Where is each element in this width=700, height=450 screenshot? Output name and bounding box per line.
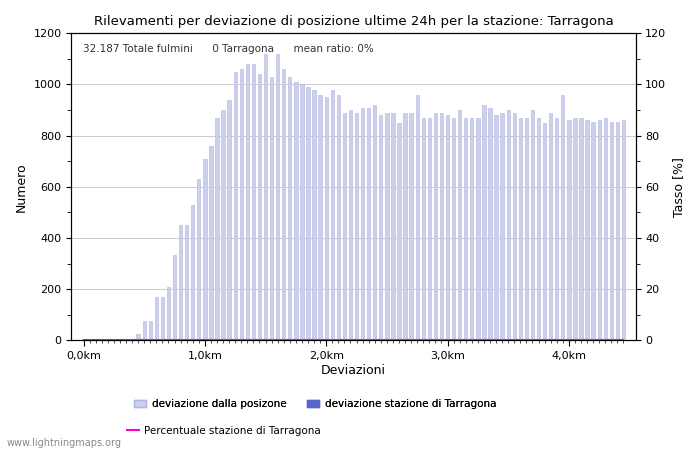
Bar bbox=[185, 225, 188, 340]
Bar bbox=[500, 112, 504, 340]
Bar bbox=[458, 110, 461, 340]
Bar bbox=[603, 118, 607, 340]
Bar bbox=[549, 112, 552, 340]
Bar bbox=[349, 110, 352, 340]
Y-axis label: Numero: Numero bbox=[15, 162, 28, 212]
Bar bbox=[216, 118, 218, 340]
Bar bbox=[470, 118, 473, 340]
Bar bbox=[197, 179, 200, 340]
Bar bbox=[239, 69, 243, 340]
Bar bbox=[567, 120, 570, 340]
Bar bbox=[452, 118, 455, 340]
Bar bbox=[234, 72, 237, 340]
Bar bbox=[440, 112, 443, 340]
Bar bbox=[464, 118, 468, 340]
Bar bbox=[337, 95, 340, 340]
Bar bbox=[330, 90, 334, 340]
Bar bbox=[276, 54, 279, 340]
Bar bbox=[385, 112, 389, 340]
Bar bbox=[519, 118, 522, 340]
Text: www.lightningmaps.org: www.lightningmaps.org bbox=[7, 438, 122, 448]
Bar bbox=[325, 97, 328, 340]
Bar bbox=[143, 321, 146, 340]
Bar bbox=[136, 334, 140, 340]
Bar bbox=[489, 108, 491, 340]
Bar bbox=[428, 118, 431, 340]
Bar bbox=[416, 95, 419, 340]
Bar bbox=[307, 87, 309, 340]
Bar bbox=[537, 118, 540, 340]
Bar bbox=[379, 115, 382, 340]
Bar bbox=[294, 82, 298, 340]
Bar bbox=[398, 123, 400, 340]
Bar bbox=[148, 321, 152, 340]
Bar bbox=[622, 120, 625, 340]
Bar bbox=[258, 74, 261, 340]
Bar bbox=[616, 122, 619, 340]
Bar bbox=[410, 112, 413, 340]
Bar bbox=[179, 225, 182, 340]
Bar bbox=[561, 95, 564, 340]
Legend: deviazione dalla posizone, deviazione stazione di Tarragona: deviazione dalla posizone, deviazione st… bbox=[130, 395, 500, 413]
Bar bbox=[573, 118, 577, 340]
Bar bbox=[585, 120, 589, 340]
Bar bbox=[391, 112, 395, 340]
Bar bbox=[82, 339, 85, 340]
Y-axis label: Tasso [%]: Tasso [%] bbox=[672, 157, 685, 217]
Bar bbox=[282, 69, 286, 340]
Bar bbox=[318, 95, 322, 340]
Bar bbox=[167, 287, 170, 340]
Bar bbox=[361, 108, 364, 340]
Bar bbox=[446, 115, 449, 340]
Bar bbox=[555, 118, 559, 340]
Bar bbox=[191, 205, 195, 340]
Bar bbox=[507, 110, 510, 340]
Bar bbox=[252, 64, 255, 340]
Bar bbox=[531, 110, 534, 340]
Bar bbox=[300, 85, 304, 340]
Bar bbox=[421, 118, 425, 340]
Legend: Percentuale stazione di Tarragona: Percentuale stazione di Tarragona bbox=[122, 422, 326, 440]
Bar bbox=[580, 118, 582, 340]
Bar bbox=[512, 112, 516, 340]
Title: Rilevamenti per deviazione di posizione ultime 24h per la stazione: Tarragona: Rilevamenti per deviazione di posizione … bbox=[94, 15, 613, 28]
Bar bbox=[610, 122, 613, 340]
Bar bbox=[598, 120, 601, 340]
Bar bbox=[312, 90, 316, 340]
Bar bbox=[288, 77, 291, 340]
Bar bbox=[403, 112, 407, 340]
Bar bbox=[494, 115, 498, 340]
Bar bbox=[155, 297, 158, 340]
Bar bbox=[130, 339, 134, 340]
Bar bbox=[270, 77, 273, 340]
Bar bbox=[209, 146, 213, 340]
Bar bbox=[543, 123, 546, 340]
Bar bbox=[264, 54, 267, 340]
Bar bbox=[355, 112, 358, 340]
Bar bbox=[476, 118, 480, 340]
Bar bbox=[343, 112, 346, 340]
Bar bbox=[161, 297, 164, 340]
Bar bbox=[203, 159, 206, 340]
Bar bbox=[373, 105, 377, 340]
Bar bbox=[525, 118, 528, 340]
Bar bbox=[246, 64, 249, 340]
Text: 32.187 Totale fulmini      0 Tarragona      mean ratio: 0%: 32.187 Totale fulmini 0 Tarragona mean r… bbox=[83, 44, 373, 54]
Bar bbox=[221, 110, 225, 340]
Bar bbox=[228, 100, 231, 340]
Bar bbox=[482, 105, 486, 340]
Bar bbox=[367, 108, 370, 340]
Bar bbox=[173, 255, 176, 340]
Bar bbox=[434, 112, 437, 340]
X-axis label: Deviazioni: Deviazioni bbox=[321, 364, 386, 377]
Bar bbox=[592, 122, 595, 340]
